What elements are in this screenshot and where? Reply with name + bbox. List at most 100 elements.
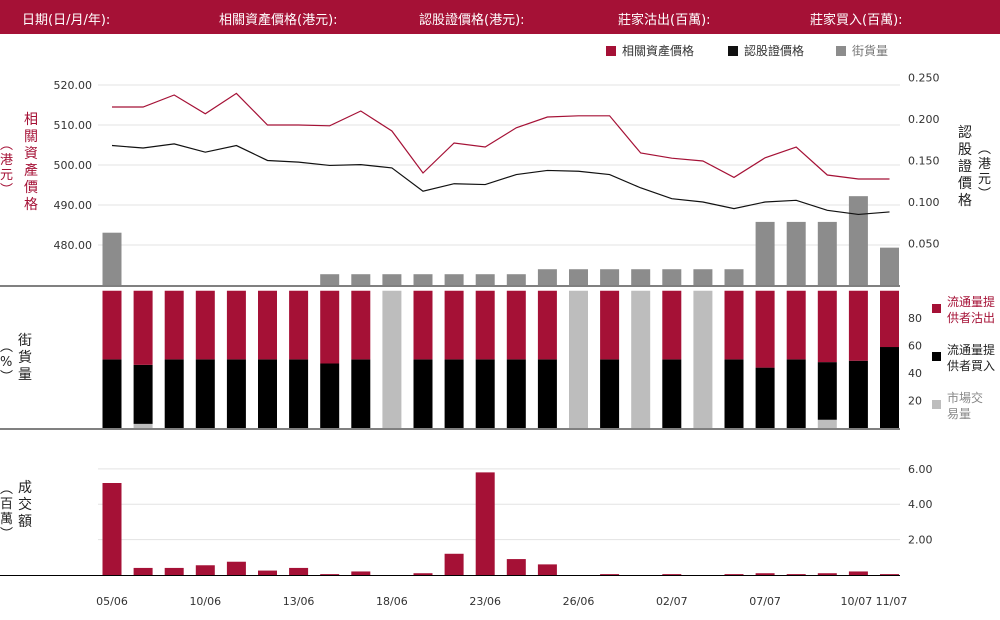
warrant-price-label: 認股證價格(港元): xyxy=(419,13,525,28)
legend-lp-sell-label: 流通量提供者沽出 xyxy=(947,295,996,325)
lp-buy-bar xyxy=(164,359,184,428)
lp-sell-bar xyxy=(600,290,620,360)
mid-unit-close: ︶ xyxy=(0,370,14,385)
lp-sell-bar xyxy=(662,290,682,360)
legend-market[interactable]: 市場交易量 xyxy=(932,390,987,422)
legend-swatch-underlying xyxy=(606,45,616,56)
outstanding-bar xyxy=(382,274,402,285)
legend-underlying[interactable]: 相關資產價格 xyxy=(606,42,694,59)
legend-lp-buy[interactable]: 流通量提供者買入 xyxy=(932,342,999,374)
lp-buy-bar xyxy=(475,359,495,428)
market-volume-bar xyxy=(817,419,837,428)
turnover-bar xyxy=(226,561,246,575)
turnover-bar xyxy=(258,570,277,575)
turnover-bar xyxy=(600,574,620,575)
mid-axis-title: 街貨量 xyxy=(18,333,32,383)
bottom-unit-open: ︵ xyxy=(0,482,14,497)
right-axis-tick-label: 0.250 xyxy=(908,71,940,84)
left-axis-tick-label: 520.00 xyxy=(54,79,93,92)
legend-swatch-warrant xyxy=(728,45,738,56)
right-top-axis-title: 認股證價格 xyxy=(958,125,972,209)
lp-sell-bar xyxy=(133,290,153,365)
lp-buy-bar xyxy=(848,360,868,428)
turnover-bar xyxy=(475,472,495,575)
left-axis-tick-label: 500.00 xyxy=(54,159,93,172)
legend-warrant[interactable]: 認股證價格 xyxy=(728,42,804,59)
x-axis-tick-label: 07/07 xyxy=(749,595,781,608)
x-axis-tick-label: 18/06 xyxy=(376,595,408,608)
turnover-bar xyxy=(817,573,837,575)
legend-swatch-lp-sell xyxy=(932,304,941,313)
lp-sell-bar xyxy=(724,290,744,360)
bottom-axis-tick-label: 4.00 xyxy=(908,498,933,511)
lp-buy-bar xyxy=(413,359,433,428)
right-axis-tick-label: 0.050 xyxy=(908,237,940,250)
lp-buy-bar xyxy=(102,359,122,428)
turnover-bar xyxy=(880,574,899,575)
left-top-unit-open: ︵ xyxy=(0,138,14,153)
lp-sell-bar xyxy=(506,290,526,360)
outstanding-bar xyxy=(102,232,122,285)
header-bar: 日期(日/月/年): 相關資產價格(港元): 認股證價格(港元): 莊家沽出(百… xyxy=(0,0,1000,34)
lp-sell-bar xyxy=(848,290,868,361)
outstanding-bar xyxy=(880,247,899,285)
legend-underlying-label: 相關資產價格 xyxy=(622,44,695,58)
lp-sell-bar xyxy=(102,290,122,360)
bottom-unit-close: ︶ xyxy=(0,527,14,542)
lp-sell-bar xyxy=(289,290,309,360)
underlying-price-label: 相關資產價格(港元): xyxy=(219,13,338,28)
mm-sell-label: 莊家沽出(百萬): xyxy=(618,13,711,28)
right-axis-tick-label: 0.100 xyxy=(908,196,940,209)
underlying-price-line xyxy=(112,92,890,180)
outstanding-bar xyxy=(475,274,495,285)
date-label: 日期(日/月/年): xyxy=(22,13,111,28)
outstanding-bar xyxy=(848,196,868,285)
lp-sell-bar xyxy=(537,290,557,360)
turnover-bar xyxy=(164,567,184,575)
lp-sell-bar xyxy=(413,290,433,360)
turnover-bar xyxy=(537,564,557,575)
x-axis-tick-label: 02/07 xyxy=(656,595,688,608)
outstanding-bar xyxy=(569,269,588,285)
lp-buy-bar xyxy=(537,359,557,428)
lp-sell-bar xyxy=(786,290,806,360)
right-top-unit-open: ︵ xyxy=(978,142,992,157)
turnover-bar xyxy=(724,574,744,575)
turnover-bar xyxy=(786,574,806,575)
lp-sell-bar xyxy=(351,290,371,360)
lp-sell-bar xyxy=(475,290,495,360)
lp-buy-bar xyxy=(133,364,153,424)
mid-unit-text: % xyxy=(0,355,13,370)
mid-axis-tick-label: 80 xyxy=(908,312,922,325)
lp-sell-bar xyxy=(444,290,464,360)
lp-buy-bar xyxy=(320,363,340,428)
market-volume-bar xyxy=(133,423,153,428)
mid-axis-unit: ︵ % ︶ xyxy=(0,340,13,385)
turnover-bar xyxy=(444,553,464,575)
left-axis-tick-label: 480.00 xyxy=(54,239,93,252)
legend-lp-sell[interactable]: 流通量提供者沽出 xyxy=(932,294,999,326)
legend-lp-buy-label: 流通量提供者買入 xyxy=(947,343,996,373)
lp-sell-bar xyxy=(880,290,899,348)
left-axis-tick-label: 490.00 xyxy=(54,199,93,212)
turnover-bar xyxy=(413,573,433,575)
left-top-unit-text: 港元 xyxy=(0,153,14,183)
legend-outstanding[interactable]: 街貨量 xyxy=(836,42,888,59)
turnover-bar xyxy=(195,565,215,575)
lp-sell-bar xyxy=(755,290,775,368)
x-axis-tick-label: 10/07 xyxy=(841,595,873,608)
lp-buy-bar xyxy=(755,367,775,428)
right-top-axis-unit: ︵ 港元 ︶ xyxy=(978,142,992,202)
legend-swatch-outstanding xyxy=(836,45,846,56)
market-volume-bar xyxy=(569,290,588,428)
bottom-axis-unit: ︵ 百萬 ︶ xyxy=(0,482,14,542)
mm-buy-label: 莊家買入(百萬): xyxy=(810,13,903,28)
turnover-bar xyxy=(506,559,526,575)
outstanding-bar xyxy=(351,274,371,285)
right-top-unit-text: 港元 xyxy=(978,157,992,187)
bottom-axis-tick-label: 6.00 xyxy=(908,463,933,476)
left-top-axis-title: 相關資產價格 xyxy=(24,112,38,213)
market-volume-bar xyxy=(631,290,651,428)
outstanding-bar xyxy=(506,274,526,285)
right-top-unit-close: ︶ xyxy=(978,187,992,202)
